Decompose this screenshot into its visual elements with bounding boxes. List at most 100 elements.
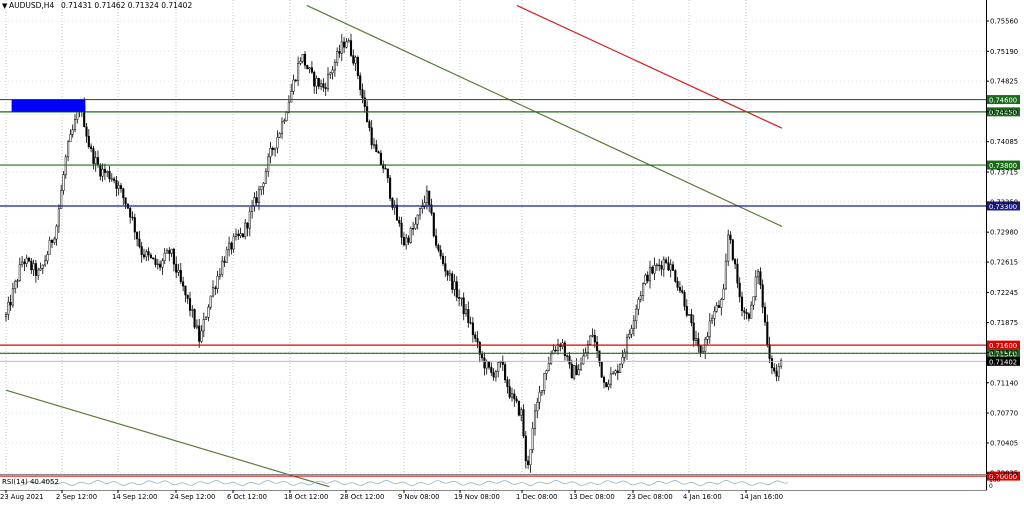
candle-body [205,317,208,320]
candle-body [439,249,442,257]
candle-body [269,147,272,158]
x-tick-label: 28 Oct 12:00 [340,493,384,501]
candle-body [287,101,290,113]
candle-body [455,281,458,298]
candle-body [527,460,530,466]
candle-body [724,260,727,290]
candle-body [423,202,426,208]
x-tick-label: 13 Dec 08:00 [569,493,615,501]
candle-body [780,360,783,367]
candle-body [451,273,454,290]
candle-body [292,79,295,92]
candle-body [138,238,141,247]
level-tag-blue [987,201,1020,211]
candle-body [448,273,451,276]
candle-body [478,341,481,355]
candle-body [262,183,265,187]
candle-body [596,341,599,351]
candle-body [628,333,631,338]
candle-body [667,262,670,271]
candle-body [244,222,247,237]
y-tick-label: 0.74825 [990,78,1018,86]
x-tick-label: 14 Jan 16:00 [740,493,783,501]
candle-body [142,254,146,258]
candle-body [688,314,691,316]
trendline-red[interactable] [516,4,783,129]
trendline-green[interactable] [5,389,330,488]
y-tick-label: 0.71875 [990,319,1018,327]
dropdown-arrow-icon[interactable]: ▼ [2,2,8,10]
candle-body [738,282,741,298]
candle-body [175,263,178,273]
candle-body [497,362,500,372]
candle-body [297,63,300,81]
candle-body [412,228,415,230]
x-tick-label: 19 Nov 08:00 [454,493,500,501]
candle-body [73,119,77,131]
candle-body [400,222,403,238]
candle-body [60,190,63,210]
candle-body [524,435,527,462]
candle-body [310,67,313,73]
candle-body [253,197,256,207]
candle-body [740,296,744,311]
y-tick-label: 0.72245 [990,289,1018,297]
candle-body [637,299,640,310]
candle-body [345,41,348,48]
candle-body [398,219,401,224]
candle-body [389,177,392,199]
candle-body [211,287,215,297]
candle-body [193,309,196,328]
y-tick-label: 0.74085 [990,138,1018,146]
candle-body [531,428,534,451]
candle-body [354,57,357,64]
candle-body [504,364,507,381]
candle-body [543,373,546,391]
candle-body [711,318,714,322]
candle-body [770,358,773,369]
candle-body [108,171,111,180]
candle-body [32,263,35,271]
candle-body [729,234,732,240]
candle-body [115,180,118,189]
candle-body [191,309,194,311]
level-tag-text: 0.74450 [989,109,1017,117]
candle-body [490,367,493,373]
candle-body [71,129,74,135]
candle-body [53,238,56,243]
candle-body [315,78,318,87]
candle-body [195,325,198,328]
candle-body [690,314,693,324]
candle-body [573,365,576,379]
candle-body [230,242,233,250]
candle-body [99,165,102,177]
candle-body [280,121,284,134]
candle-body [644,274,647,285]
candle-body [131,216,134,219]
candle-body [106,171,109,173]
candle-body [467,309,470,323]
candle-body [37,269,40,276]
candle-body [340,41,343,54]
candle-body [188,298,192,311]
candle-body [648,266,652,282]
candle-body [57,208,60,227]
candle-body [747,313,750,319]
level-tag-text: 0.71402 [989,358,1017,366]
level-layer: 0.74600 0.74450 0.73800 0.73300 0.716000.715… [0,95,1020,481]
candle-body [600,361,603,378]
candle-body [722,288,725,300]
candle-body [94,157,97,164]
candle-body [41,264,44,269]
candle-body [382,164,385,169]
candle-body [444,263,447,272]
zone-rect[interactable] [11,99,86,112]
trendline-layer [5,4,783,488]
candle-body [761,284,764,308]
candle-body [303,54,307,66]
trendline-green[interactable] [306,4,783,227]
candle-body [276,137,279,149]
candle-body [198,325,201,342]
